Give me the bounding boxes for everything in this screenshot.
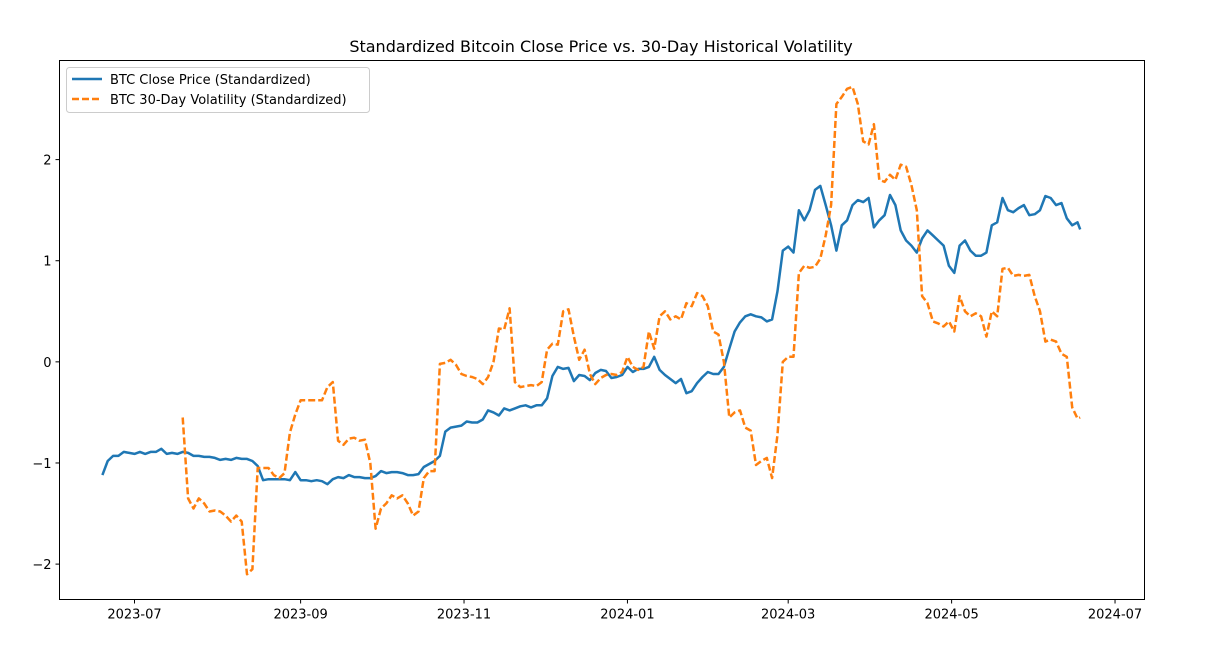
x-tick-label: 2023-09: [273, 608, 327, 623]
x-tick-label: 2023-07: [107, 608, 161, 623]
x-tick-label: 2024-05: [924, 608, 978, 623]
y-tick-label: 1: [43, 255, 51, 270]
y-tick-label: 0: [43, 356, 51, 371]
y-axis: −2 −1 0 1 2: [32, 154, 60, 573]
x-tick-label: 2024-01: [600, 608, 654, 623]
y-tick-label: 2: [43, 154, 51, 169]
series-line-volatility: [181, 85, 1081, 576]
legend: BTC Close Price (Standardized) BTC 30-Da…: [66, 67, 370, 113]
x-tick-label: 2024-07: [1088, 608, 1142, 623]
legend-label-close-price: BTC Close Price (Standardized): [110, 73, 311, 88]
x-tick-label: 2023-11: [437, 608, 491, 623]
legend-label-volatility: BTC 30-Day Volatility (Standardized): [110, 93, 347, 108]
legend-box: [66, 67, 370, 113]
chart-title: Standardized Bitcoin Close Price vs. 30-…: [349, 37, 852, 56]
x-tick-label: 2024-03: [761, 608, 815, 623]
series-layer: [101, 85, 1082, 576]
y-tick-label: −2: [32, 558, 51, 573]
y-tick-label: −1: [32, 457, 51, 472]
x-axis: 2023-07 2023-09 2023-11 2024-01 2024-03 2024-…: [107, 599, 1142, 623]
plot-frame: [59, 60, 1145, 600]
